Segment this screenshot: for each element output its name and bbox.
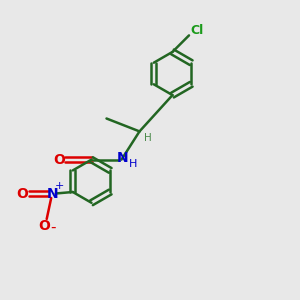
Text: O: O	[38, 219, 50, 232]
Text: O: O	[16, 187, 28, 200]
Text: Cl: Cl	[190, 23, 204, 37]
Text: N: N	[47, 187, 58, 200]
Text: H: H	[129, 159, 137, 169]
Text: O: O	[53, 153, 65, 166]
Text: H: H	[144, 133, 152, 143]
Text: +: +	[55, 181, 64, 191]
Text: -: -	[50, 220, 56, 235]
Text: N: N	[116, 151, 128, 165]
